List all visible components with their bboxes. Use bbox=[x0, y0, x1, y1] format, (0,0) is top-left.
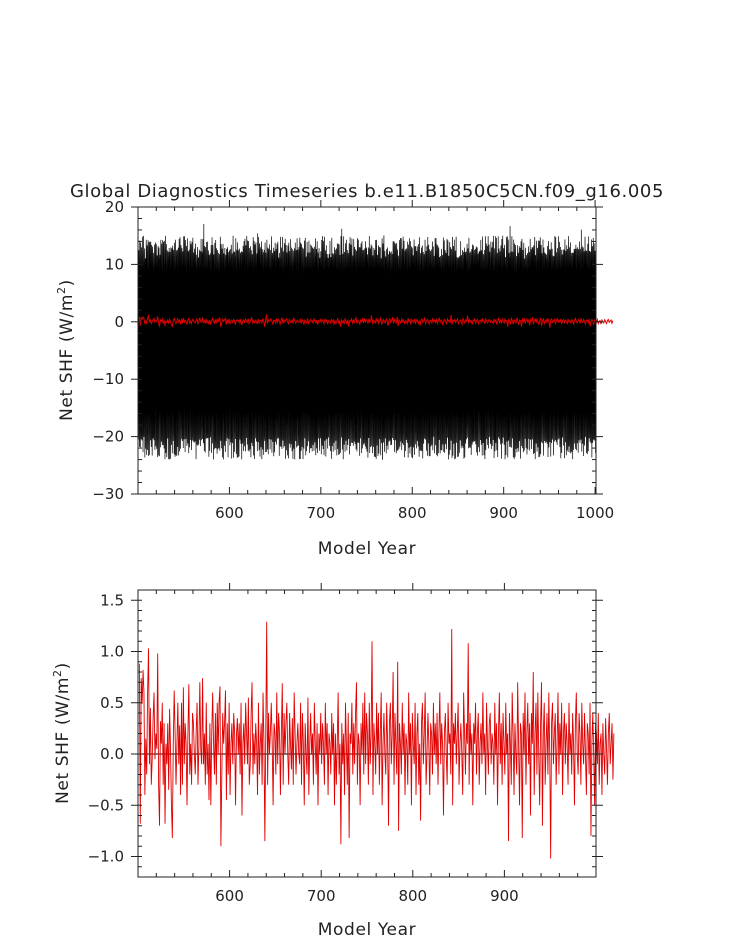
top-x-tick-label: 800 bbox=[398, 504, 427, 522]
bottom-x-axis: 600 700 800 900 bbox=[155, 583, 579, 905]
bottom-y-tick-label: −0.5 bbox=[88, 796, 124, 814]
top-y-tick-label: −20 bbox=[92, 428, 124, 446]
top-y-axis: 20 10 0 −10 −20 −30 bbox=[92, 198, 603, 503]
bottom-annual-line bbox=[138, 621, 615, 859]
top-series-monthly bbox=[137, 224, 597, 460]
top-x-tick-label: 900 bbox=[489, 504, 518, 522]
top-y-tick-label: 0 bbox=[114, 313, 124, 331]
bottom-panel: 600 700 800 900 1.5 1.0 0.5 0.0 −0.5 −1.0 Model … bbox=[51, 583, 615, 940]
top-series-annual bbox=[138, 313, 614, 329]
top-x-axis-label: Model Year bbox=[318, 539, 416, 559]
bottom-x-axis-label: Model Year bbox=[318, 920, 416, 940]
top-plot-frame bbox=[137, 206, 597, 495]
bottom-x-tick-label: 600 bbox=[215, 887, 244, 905]
bottom-x-tick-label: 900 bbox=[490, 887, 519, 905]
top-annual-line bbox=[138, 313, 614, 329]
top-x-tick-label: 1000 bbox=[576, 504, 614, 522]
top-panel: 600 700 800 900 1000 20 10 0 −10 −20 −30 Model Ye… bbox=[55, 198, 614, 559]
bottom-y-tick-label: 0.0 bbox=[100, 745, 124, 763]
bottom-y-tick-label: −1.0 bbox=[88, 848, 124, 866]
bottom-y-axis-label: Net SHF (W/m2) bbox=[51, 662, 73, 804]
top-y-tick-label: 20 bbox=[105, 198, 124, 216]
bottom-x-tick-label: 800 bbox=[398, 887, 427, 905]
bottom-y-tick-label: 1.0 bbox=[100, 643, 124, 661]
chart-title: Global Diagnostics Timeseries b.e11.B185… bbox=[70, 181, 664, 202]
bottom-series-annual bbox=[138, 621, 615, 859]
top-y-tick-label: −10 bbox=[92, 370, 124, 388]
top-y-tick-label: 10 bbox=[105, 255, 124, 273]
top-y-tick-label: −30 bbox=[92, 485, 124, 503]
top-monthly-line bbox=[137, 224, 597, 460]
top-x-axis: 600 700 800 900 1000 bbox=[155, 200, 614, 522]
bottom-y-tick-label: 0.5 bbox=[100, 694, 124, 712]
bottom-x-tick-label: 700 bbox=[307, 887, 336, 905]
top-x-tick-label: 700 bbox=[307, 504, 336, 522]
top-y-axis-label: Net SHF (W/m2) bbox=[55, 279, 77, 421]
bottom-y-axis: 1.5 1.0 0.5 0.0 −0.5 −1.0 bbox=[88, 589, 603, 878]
top-x-tick-label: 600 bbox=[215, 504, 244, 522]
bottom-y-tick-label: 1.5 bbox=[100, 591, 124, 609]
